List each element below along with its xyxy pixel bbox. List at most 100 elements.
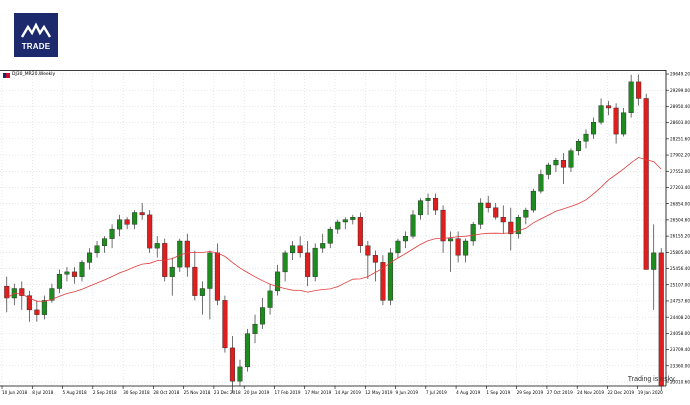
candle-body [109,228,115,239]
candle-body [199,288,205,296]
x-tick-label: 2 Sep 2018 [93,390,117,395]
candle-body [154,243,160,249]
candle-body [493,207,499,218]
candle-body [500,217,506,223]
candle-body [94,245,100,254]
moving-average-line [6,156,662,302]
candle-body [568,150,574,168]
candle-body [290,245,296,254]
candle-body [357,217,363,246]
symbol-label: DJ30_MR20,Weekly [12,72,56,77]
brand-name: TRADE [21,42,51,51]
candle-body [553,160,559,166]
candle-body [282,252,288,273]
candle-body [244,333,251,368]
y-tick-label: 26504.60 [670,217,690,222]
candle-body [56,274,62,289]
candle-body [433,198,439,211]
candle-body [117,219,123,230]
candle-body [651,252,657,270]
candle-body [463,240,469,256]
brand-logo[interactable]: TRADE [14,13,58,57]
candle-body [312,247,318,277]
brand-mark-icon [20,22,52,38]
x-tick-label: 12 May 2019 [365,390,393,395]
candle-body [402,236,408,242]
y-tick-label: 28950.40 [670,104,690,109]
candle-body [252,323,258,334]
candle-body [350,217,356,220]
x-tick-label: 14 Apr 2019 [335,390,361,395]
candlestick-chart: 29649.20 29299.00 28950.40 28603.00 28251.60… [0,70,690,395]
candle-body [365,245,371,256]
y-tick-label: 24408.20 [670,315,690,320]
candle-body [387,252,393,301]
y-tick-label: 27552.00 [670,169,690,174]
x-tick-label: 19 Jan 2020 [638,390,663,395]
x-tick-label: 8 Jul 2018 [32,390,53,395]
candle-body [275,271,281,292]
candle-body [606,105,612,109]
candle-body [335,221,341,230]
candle-body [305,252,311,277]
y-tick-label: 24757.60 [670,299,690,304]
candle-body [613,107,619,135]
candle-body [132,212,138,225]
y-tick-label: 26155.20 [670,234,690,239]
x-tick-label: 22 Dec 2019 [607,390,634,395]
candle-body [147,214,153,249]
candle-body [49,288,55,301]
candle-body [560,160,566,168]
candle-body [19,288,25,296]
candle-body [267,290,273,308]
candle-body [636,81,642,99]
candle-body [297,245,303,254]
x-tick-label: 1 Sep 2019 [486,390,510,395]
candle-body [455,238,461,256]
candle-body [530,190,536,211]
candle-body [515,217,521,235]
candle-body [621,112,627,135]
candle-body [425,198,431,201]
candle-body [372,255,378,263]
x-tick-label: 25 Nov 2018 [184,390,211,395]
candle-body [583,133,589,142]
x-tick-label: 27 Oct 2019 [547,390,573,395]
candle-body [222,300,228,349]
candle-body [169,266,175,277]
y-tick-label: 29299.00 [670,88,690,93]
y-tick-label: 25107.00 [670,282,690,287]
y-tick-label: 24058.00 [670,331,690,336]
y-tick-label: 23709.40 [670,347,690,352]
y-tick-label: 29649.20 [670,72,690,77]
candle-body [440,209,446,242]
candle-body [485,202,491,208]
candle-body [598,105,604,123]
x-tick-label: 23 Dec 2018 [214,390,241,395]
candle-body [410,214,416,237]
candle-body [508,221,514,235]
candle-body [260,307,266,325]
candle-body [523,209,529,218]
x-tick-label: 28 Oct 2018 [153,390,179,395]
y-tick-label: 23010.60 [670,380,690,385]
x-tick-label: 29 Sep 2019 [517,390,544,395]
candle-body [4,285,10,299]
candle-body [177,240,183,268]
candle-body [34,309,40,315]
candle-body [448,238,454,242]
candle-body [628,81,634,113]
candle-body [545,164,551,175]
y-tick-label: 28603.00 [670,120,690,125]
brand-header: TRADE [0,0,690,68]
candle-body [320,243,326,249]
candle-body [417,200,424,216]
candle-body [102,238,108,246]
candle-body [229,347,235,382]
x-tick-label: 30 Sep 2018 [123,390,150,395]
candle-body [207,252,213,289]
candle-body [575,141,582,151]
candle-body [79,262,85,277]
symbol-flag-icon [3,73,10,78]
x-tick-label: 4 Aug 2019 [456,390,480,395]
